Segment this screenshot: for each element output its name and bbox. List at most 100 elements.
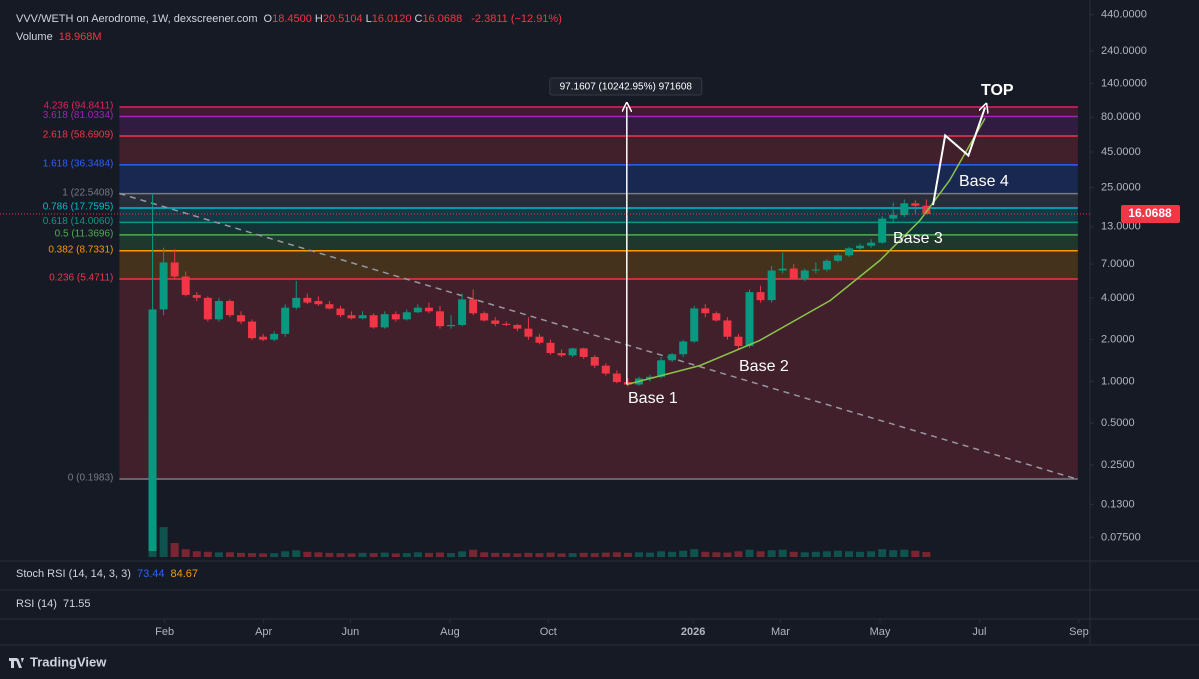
- candle-body: [424, 307, 433, 312]
- change: -2.3811 (−12.91%): [471, 13, 562, 25]
- volume-bar: [856, 551, 865, 557]
- indicator: Stoch RSI (14, 14, 3, 3) 73.44 84.67: [16, 568, 204, 580]
- candle-body: [513, 325, 522, 329]
- projection-arrow: [932, 108, 985, 206]
- y-tick-label: 13.0000: [1101, 221, 1141, 233]
- volume-bar: [369, 553, 378, 557]
- y-tick-label: 240.0000: [1101, 45, 1147, 57]
- volume-bar: [889, 550, 898, 557]
- fib-zone: [119, 278, 1078, 479]
- annotation: Base 2: [739, 358, 789, 375]
- candle-body: [236, 315, 245, 322]
- volume-bar: [458, 551, 467, 557]
- volume-bar: [281, 551, 290, 557]
- volume-bar: [181, 549, 190, 557]
- candle-body: [800, 270, 809, 279]
- candle-body: [325, 304, 334, 309]
- volume-bar: [811, 551, 820, 557]
- candle-body: [491, 320, 500, 324]
- volume-bar: [402, 553, 411, 557]
- candle-body: [900, 203, 909, 216]
- volume-bar: [248, 553, 257, 557]
- volume-bar: [557, 553, 566, 557]
- y-tick-label: 0.1300: [1101, 498, 1135, 510]
- annotation: Base 1: [628, 390, 678, 407]
- fib-zone: [119, 135, 1078, 165]
- candle-body: [590, 356, 599, 366]
- candle-body: [867, 242, 876, 246]
- candle-body: [889, 215, 898, 219]
- volume-bar: [159, 527, 168, 557]
- brand: TradingView: [30, 654, 107, 669]
- indicator-name: Stoch RSI (14, 14, 3, 3): [16, 568, 131, 580]
- ohlc-value: 16.0688: [422, 13, 463, 25]
- y-tick-label: 1.0000: [1101, 375, 1135, 387]
- y-tick-label: 2.0000: [1101, 334, 1135, 346]
- candle-body: [248, 321, 257, 339]
- candle-body: [911, 203, 920, 206]
- indicator: RSI (14) 71.55: [16, 598, 97, 610]
- volume-label: Volume: [16, 31, 53, 43]
- volume-value: 18.968M: [58, 31, 102, 43]
- candle-body: [833, 255, 842, 261]
- volume-bar: [303, 551, 312, 557]
- brand-logo: [9, 658, 24, 668]
- y-tick-label: 80.0000: [1101, 111, 1141, 123]
- volume-bar: [911, 550, 920, 557]
- candle-body: [612, 373, 621, 383]
- candle-body: [922, 205, 931, 215]
- candle-body: [557, 353, 566, 356]
- volume-bar: [325, 552, 334, 557]
- candle-body: [811, 269, 820, 271]
- volume-bar: [922, 552, 931, 557]
- candle-body: [646, 376, 655, 379]
- candle-body: [756, 292, 765, 301]
- candle-body: [502, 323, 511, 326]
- y-tick-label: 25.0000: [1101, 181, 1141, 193]
- volume-bar: [480, 552, 489, 557]
- volume-bar: [822, 551, 831, 557]
- candle-body: [413, 307, 422, 313]
- x-tick-label: 2026: [681, 626, 705, 638]
- candle-body: [679, 341, 688, 355]
- fib-label: 0 (0.1983): [68, 473, 114, 484]
- volume-bar: [900, 549, 909, 557]
- volume-bar: [601, 552, 610, 557]
- candle-body: [878, 218, 887, 243]
- candle-body: [535, 336, 544, 343]
- volume-bar: [314, 552, 323, 557]
- volume-bar: [380, 552, 389, 557]
- candle-body: [391, 314, 400, 320]
- volume-bar: [712, 552, 721, 557]
- volume-bar: [192, 551, 201, 557]
- fib-label: 0.236 (5.4711): [49, 273, 113, 284]
- volume-bar: [225, 552, 234, 557]
- y-tick-label: 140.0000: [1101, 77, 1147, 89]
- y-tick-label: 0.5000: [1101, 417, 1135, 429]
- plot-layer: 440.0000 240.0000 140.0000 80.0000 45.0000 25…: [0, 8, 1180, 638]
- candle-body: [579, 348, 588, 357]
- candle-body: [778, 268, 787, 271]
- volume-bar: [236, 552, 245, 557]
- volume-bar: [203, 551, 212, 557]
- ohlc-label: C: [414, 13, 423, 25]
- candle-body: [701, 308, 710, 314]
- candle-body: [303, 297, 312, 303]
- candle-body: [203, 297, 212, 320]
- candle-body: [745, 292, 754, 346]
- candle-body: [789, 268, 798, 279]
- candle-body: [192, 294, 201, 298]
- candle-body: [668, 354, 677, 361]
- ohlc: O18.4500 H20.5104 L16.0120 C16.0688: [264, 13, 466, 25]
- candle-body: [524, 328, 533, 337]
- x-tick-label: Oct: [540, 626, 557, 638]
- candle-body: [601, 365, 610, 374]
- volume-bar: [358, 552, 367, 557]
- volume-bar: [623, 552, 632, 557]
- ohlc-label: O: [263, 13, 273, 25]
- last-price-tag: [1121, 205, 1180, 224]
- volume-bar: [170, 542, 179, 557]
- volume-bar: [800, 552, 809, 557]
- volume-bar: [668, 551, 677, 557]
